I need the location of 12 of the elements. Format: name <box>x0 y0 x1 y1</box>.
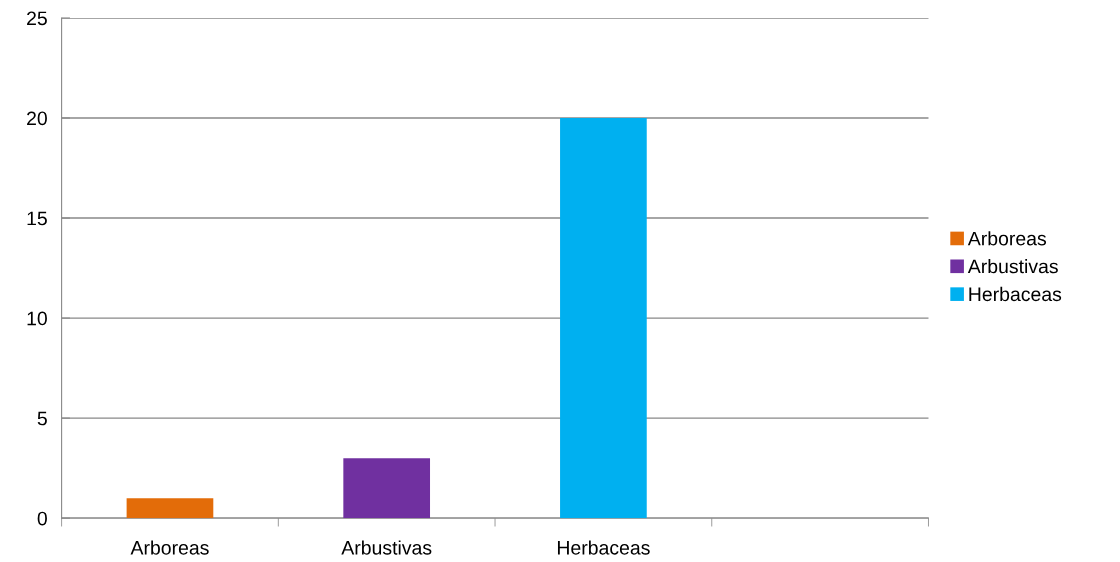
y-tick-label: 0 <box>37 511 47 526</box>
legend-label: Herbaceas <box>969 286 1062 302</box>
legend-label: Arbustivas <box>967 259 1058 274</box>
y-tick-label: 5 <box>37 411 47 426</box>
y-tick-label: 20 <box>27 111 47 126</box>
y-tick-label: 15 <box>27 211 47 226</box>
y-tick-label: 10 <box>27 311 47 326</box>
x-tick-label: Arboreas <box>130 540 209 555</box>
x-tick-label: Herbaceas <box>557 540 650 555</box>
y-tick-label: 25 <box>27 11 47 26</box>
legend-label: Arboreas <box>967 231 1047 246</box>
x-tick-label: Arbustivas <box>341 540 432 555</box>
